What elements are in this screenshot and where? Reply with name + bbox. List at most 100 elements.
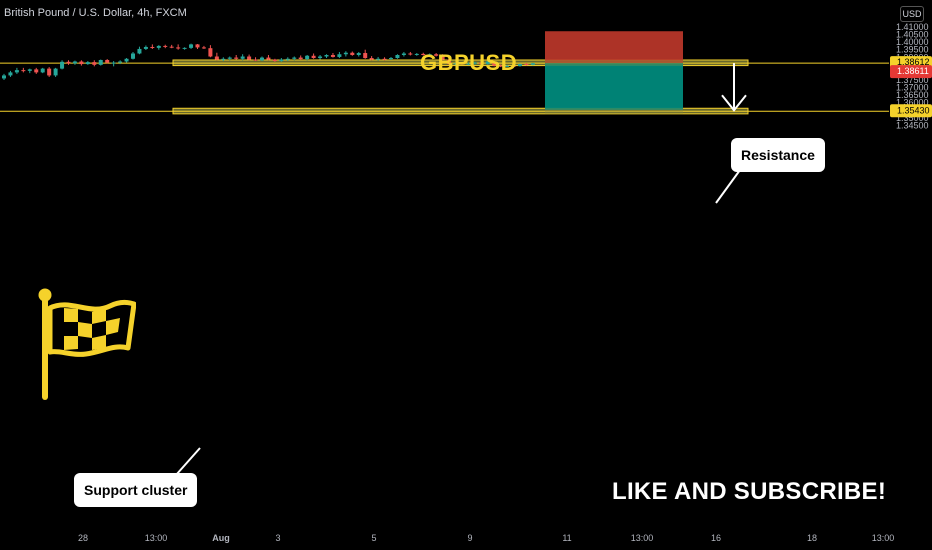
candle [472, 61, 477, 65]
candle [518, 63, 522, 67]
arrow-head [721, 94, 747, 112]
candle [266, 54, 271, 61]
candle [143, 45, 148, 51]
candles-layer [2, 43, 535, 80]
candle [118, 60, 123, 65]
levels-layer [0, 62, 889, 112]
resistance-callout[interactable]: Resistance [731, 138, 825, 172]
candle [440, 54, 445, 61]
candle [34, 67, 39, 74]
candle [163, 44, 168, 49]
candle [356, 51, 361, 57]
candle [8, 70, 13, 77]
currency-button[interactable]: USD [900, 6, 924, 22]
symbol-info: British Pound / U.S. Dollar, 4h, FXCM [4, 7, 187, 19]
resistance-zone-overlay [545, 59, 683, 66]
candle [453, 62, 458, 66]
candle [363, 49, 368, 59]
candle [285, 57, 290, 62]
candle [524, 63, 529, 66]
candle [350, 51, 355, 56]
x-tick-label: 5 [371, 533, 376, 543]
candle [98, 59, 103, 66]
x-tick-label: 13:00 [145, 533, 168, 543]
candle [176, 44, 181, 50]
candle [382, 57, 387, 61]
candle [279, 58, 284, 62]
candle [447, 58, 452, 65]
x-tick-label: 11 [562, 533, 571, 543]
candle [492, 60, 497, 67]
y-tick-label: 1.35000 [896, 113, 929, 123]
candle [53, 67, 58, 77]
candle [66, 60, 71, 65]
x-tick-label: 16 [711, 533, 721, 543]
candle [369, 56, 374, 61]
last-price-tag[interactable] [890, 65, 932, 79]
candle [156, 45, 161, 50]
candle [414, 53, 419, 56]
candle [208, 45, 213, 58]
candle [189, 43, 194, 49]
candle [214, 52, 219, 61]
candle [85, 61, 90, 65]
candle [247, 54, 252, 61]
candle [505, 65, 510, 68]
candle [272, 58, 277, 62]
y-tick-label: 1.40000 [896, 37, 929, 47]
candle [401, 51, 406, 57]
y-tick-label: 1.39500 [896, 45, 929, 55]
x-tick-label: 13:00 [631, 533, 654, 543]
stop-loss-zone[interactable] [545, 31, 683, 64]
price-axis[interactable]: 1.410001.405001.400001.395001.390001.385… [890, 22, 932, 130]
candle [459, 62, 464, 65]
candle [40, 67, 45, 74]
candle [60, 60, 65, 70]
resistance-pointer [715, 169, 741, 204]
y-tick-label: 1.41000 [896, 22, 929, 32]
candle [105, 59, 110, 64]
candle [21, 67, 26, 73]
y-tick-label: 1.34500 [896, 120, 929, 130]
candle [169, 44, 174, 49]
checkered-flag-icon [38, 288, 136, 400]
candle [260, 56, 264, 62]
candle [137, 46, 142, 55]
y-tick-label: 1.40500 [896, 30, 929, 40]
candle [434, 53, 439, 57]
candle [201, 45, 206, 49]
candle [395, 54, 400, 59]
candle [530, 62, 535, 66]
candle [292, 56, 297, 61]
position-tool[interactable] [545, 31, 683, 110]
candle [2, 73, 6, 80]
candle [182, 47, 187, 50]
candle [479, 61, 484, 65]
candle [150, 44, 155, 49]
candle [195, 43, 200, 49]
candle [343, 51, 348, 57]
candle [408, 51, 413, 56]
candle [498, 64, 503, 68]
chart-title: GBPUSD [420, 50, 518, 75]
x-tick-label: 13:00 [872, 533, 895, 543]
candle [253, 57, 258, 62]
candle [227, 56, 232, 61]
y-tick-label: 1.37000 [896, 83, 929, 93]
x-tick-label: 9 [467, 533, 472, 543]
candle [47, 67, 52, 77]
time-axis[interactable]: 28 13:00 Aug 3 5 9 11 13:00 16 18 13:00 [78, 533, 894, 543]
support-zone-overlay [545, 108, 683, 114]
price-tag-label: 1.38612 [897, 57, 930, 67]
candle [111, 61, 116, 67]
take-profit-zone[interactable] [545, 63, 683, 110]
candle [124, 58, 129, 63]
level-price-tag[interactable] [890, 104, 932, 118]
x-tick-label: 3 [275, 533, 280, 543]
y-tick-label: 1.37500 [896, 75, 929, 85]
candle [427, 53, 432, 57]
candle [324, 54, 329, 59]
support-callout[interactable]: Support cluster [74, 473, 198, 507]
y-tick-label: 1.36500 [896, 90, 929, 100]
